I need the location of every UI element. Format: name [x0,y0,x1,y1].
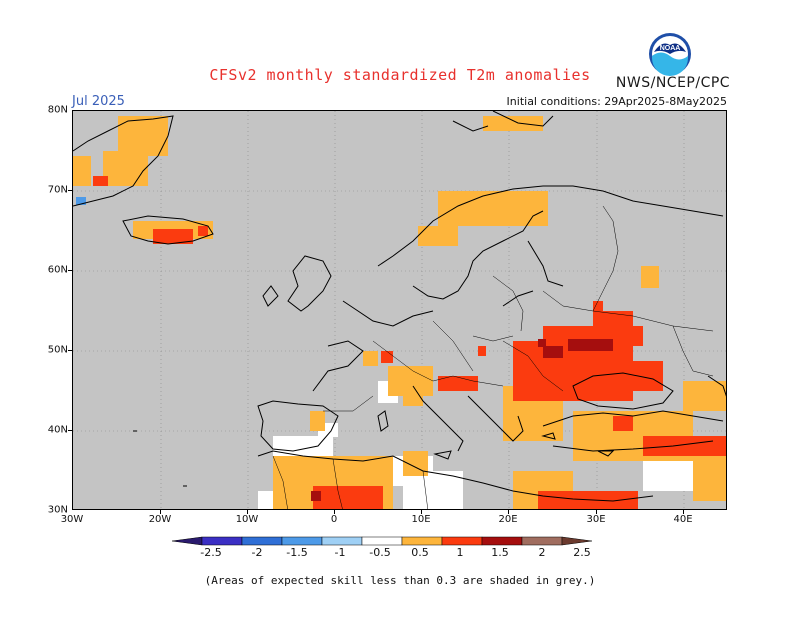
lon-label-20w: 20W [148,514,172,525]
lon-tick [508,510,509,514]
anomaly-map [72,110,727,510]
anomaly-cold-patch [76,197,86,205]
lat-tick [68,270,72,271]
legend-swatch-above [561,536,593,546]
noaa-logo-text: NOAA [660,45,681,52]
legend-swatch [201,536,243,546]
lon-label-20e: 20E [498,514,518,525]
lon-label-10w: 10W [235,514,259,525]
initial-conditions: Initial conditions: 29Apr2025-8May2025 [506,95,727,108]
lon-label-30w: 30W [60,514,84,525]
agency-label: NWS/NCEP/CPC [615,75,731,91]
legend-swatch [321,536,363,546]
lon-tick [247,510,248,514]
lon-label-0: 0 [330,514,338,525]
coastlines [73,111,726,502]
lon-tick [596,510,597,514]
map-canvas [73,111,726,509]
legend-swatch [521,536,563,546]
anomaly-1p5-2 [311,339,613,501]
noaa-logo: NOAA [649,33,691,76]
legend-label: 0.5 [411,546,429,559]
chart-title: CFSv2 monthly standardized T2m anomalies [209,66,591,84]
lon-label-30e: 30E [586,514,606,525]
legend-label: 1.5 [491,546,509,559]
legend-label: 2 [538,546,546,559]
lon-tick [421,510,422,514]
legend-swatch [441,536,483,546]
legend-colorbar [172,536,593,546]
lat-tick [68,350,72,351]
lat-label-30n: 30N [47,504,68,516]
legend-swatch [241,536,283,546]
lat-label-40n: 40N [47,424,68,436]
country-borders [272,205,714,509]
lon-label-10e: 10E [411,514,431,525]
legend-label: -1 [334,546,346,559]
skill-footnote: (Areas of expected skill less than 0.3 a… [204,574,596,587]
lat-tick [68,430,72,431]
legend-swatch [281,536,323,546]
legend-swatch [481,536,523,546]
legend-label: -2 [251,546,263,559]
lat-tick [68,190,72,191]
legend-label: -0.5 [369,546,391,559]
legend-label: -2.5 [200,546,222,559]
legend-label: 1 [456,546,464,559]
lon-tick [160,510,161,514]
lon-tick [683,510,684,514]
legend-label: 2.5 [573,546,591,559]
lat-label-60n: 60N [47,264,68,276]
lat-label-80n: 80N [47,104,68,116]
lat-label-70n: 70N [47,184,68,196]
legend-swatch [361,536,403,546]
lon-tick [334,510,335,514]
legend-swatch [401,536,443,546]
legend-swatch-below [172,536,203,546]
lat-label-50n: 50N [47,344,68,356]
legend-label: -1.5 [286,546,308,559]
forecast-month: Jul 2025 [72,94,125,109]
lon-label-40e: 40E [673,514,693,525]
